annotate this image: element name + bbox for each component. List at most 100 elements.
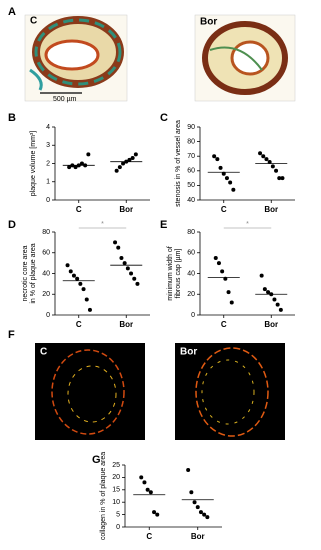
y-tick-label: 0 (46, 197, 50, 204)
data-point (275, 302, 280, 307)
x-tick-label: Bor (264, 205, 278, 214)
y-tick-label: 40 (42, 270, 50, 277)
data-point (129, 271, 134, 276)
x-tick-label: C (221, 320, 227, 329)
data-point (71, 273, 76, 278)
y-tick-label: 20 (112, 474, 120, 481)
panel-letter: F (8, 329, 15, 341)
data-point (213, 255, 218, 260)
image-label: C (40, 347, 47, 358)
data-point (186, 467, 191, 472)
data-point (195, 505, 200, 510)
y-tick-label: 60 (42, 250, 50, 257)
data-point (205, 515, 210, 520)
data-point (79, 161, 84, 166)
x-tick-label: C (76, 205, 82, 214)
y-tick-label: 60 (187, 250, 195, 257)
data-point (274, 168, 279, 173)
data-point (216, 261, 221, 266)
y-tick-label: 0 (46, 312, 50, 319)
data-point (133, 152, 138, 157)
data-point (87, 307, 92, 312)
y-tick-label: 0 (191, 312, 195, 319)
data-point (84, 297, 89, 302)
y-tick-label: 1 (46, 179, 50, 186)
data-point (218, 165, 223, 170)
panel-letter: B (8, 112, 16, 124)
data-point (116, 245, 121, 250)
y-axis-label: stenosis in % of vessel area (175, 120, 182, 207)
data-point (231, 187, 236, 192)
data-point (258, 151, 263, 156)
x-tick-label: Bor (191, 532, 205, 541)
data-point (215, 157, 220, 162)
y-tick-label: 5 (116, 511, 120, 518)
y-axis-label: fibrous cap [µm] (175, 248, 182, 298)
data-point (224, 176, 229, 181)
y-tick-label: 40 (187, 197, 195, 204)
data-point (198, 510, 203, 515)
data-point (212, 154, 217, 159)
data-point (280, 176, 285, 181)
data-point (202, 512, 207, 517)
data-point (81, 287, 86, 292)
y-tick-label: 80 (42, 229, 50, 236)
data-point (73, 165, 78, 170)
data-point (277, 176, 282, 181)
data-point (132, 276, 137, 281)
data-point (262, 287, 267, 292)
image-label: C (30, 16, 37, 27)
y-tick-label: 4 (46, 124, 50, 131)
y-axis-label: necrotic core area (22, 245, 29, 301)
data-point (67, 165, 72, 170)
y-tick-label: 2 (46, 160, 50, 167)
significance-label: * (246, 221, 249, 228)
data-point (270, 164, 275, 169)
data-point (113, 240, 118, 245)
y-tick-label: 70 (187, 153, 195, 160)
x-tick-label: C (146, 532, 152, 541)
data-point (68, 269, 73, 274)
data-point (142, 480, 147, 485)
y-tick-label: 20 (187, 291, 195, 298)
data-point (192, 500, 197, 505)
y-tick-label: 20 (42, 291, 50, 298)
image-label: Bor (180, 347, 197, 358)
data-point (121, 161, 126, 166)
y-tick-label: 50 (187, 182, 195, 189)
data-point (122, 261, 127, 266)
data-point (65, 263, 70, 268)
data-point (139, 475, 144, 480)
scale-bar-label: 500 µm (53, 96, 77, 103)
y-axis-label: plaque volume [mm³] (30, 131, 37, 196)
panel-letter: A (8, 6, 16, 18)
y-tick-label: 90 (187, 124, 195, 131)
data-point (135, 281, 140, 286)
histology-image (24, 14, 128, 102)
x-tick-label: C (76, 320, 82, 329)
data-point (127, 157, 132, 162)
y-tick-label: 60 (187, 168, 195, 175)
y-tick-label: 40 (187, 270, 195, 277)
y-tick-label: 0 (116, 524, 120, 531)
y-tick-label: 25 (112, 462, 120, 469)
data-point (125, 266, 130, 271)
data-point (86, 152, 91, 157)
data-point (221, 171, 226, 176)
data-point (145, 487, 150, 492)
histology-image (194, 14, 296, 102)
data-point (78, 281, 83, 286)
y-axis-label: in % of plaque area (30, 243, 37, 303)
data-point (259, 273, 264, 278)
x-tick-label: Bor (119, 205, 133, 214)
data-point (130, 156, 135, 161)
y-tick-label: 80 (187, 229, 195, 236)
data-point (114, 168, 119, 173)
panel-letter: D (8, 219, 16, 231)
polarized-image (35, 343, 285, 440)
data-point (229, 300, 234, 305)
data-point (228, 180, 233, 185)
data-point (117, 165, 122, 170)
y-axis-label: collagen in % of plaque area (100, 452, 107, 540)
